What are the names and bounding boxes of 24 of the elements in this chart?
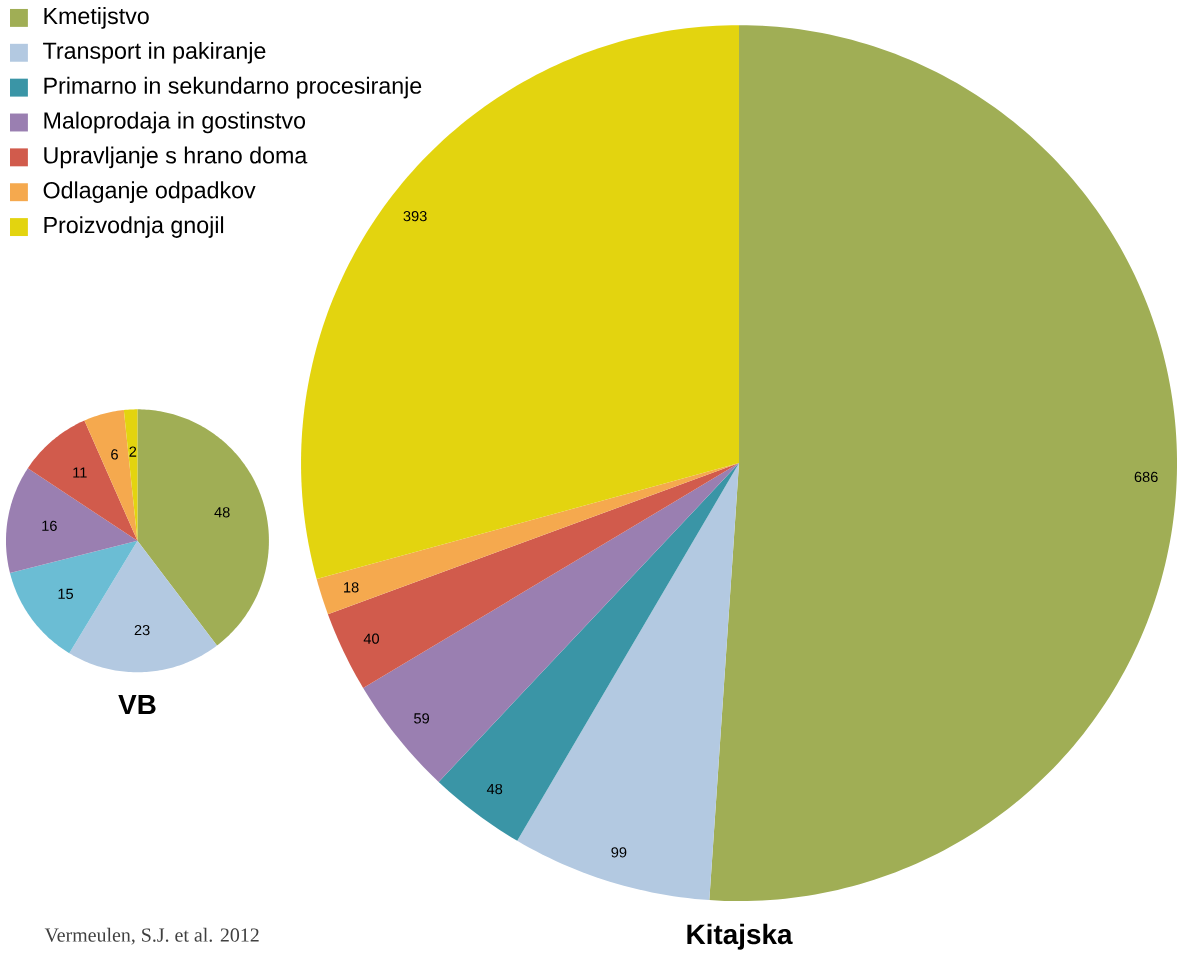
data-label: 48 [214,507,230,518]
legend-label: Proizvodnja gnojil [44,216,224,238]
data-label: 40 [363,633,380,644]
data-label: 59 [414,713,430,724]
data-label: 99 [611,847,627,858]
text: Vermeulen, S.J. et al. 2012 [44,927,259,945]
text: VB [118,694,156,714]
legend-label: Odlaganje odpadkov [43,181,256,203]
data-label: 686 [1134,471,1158,483]
data-label: 18 [344,582,359,593]
data-label: 2 [129,446,137,457]
text: Kitajska [687,923,793,950]
data-label: 6 [111,449,118,460]
data-label: 23 [134,624,150,636]
legend-label: Maloprodaja in gostinstvo [44,111,306,134]
data-label: 393 [403,210,427,222]
data-label: 11 [73,467,87,478]
legend-label: Upravljanje s hrano doma [44,146,308,169]
data-label: 15 [58,588,74,599]
data-label: 48 [486,783,503,795]
legend-label: Transport in pakiranje [43,41,266,64]
data-label: 16 [42,520,57,531]
legend-label: Kmetijstvo [44,7,149,29]
legend-label: Primarno in sekundarno procesiranje [44,76,422,99]
